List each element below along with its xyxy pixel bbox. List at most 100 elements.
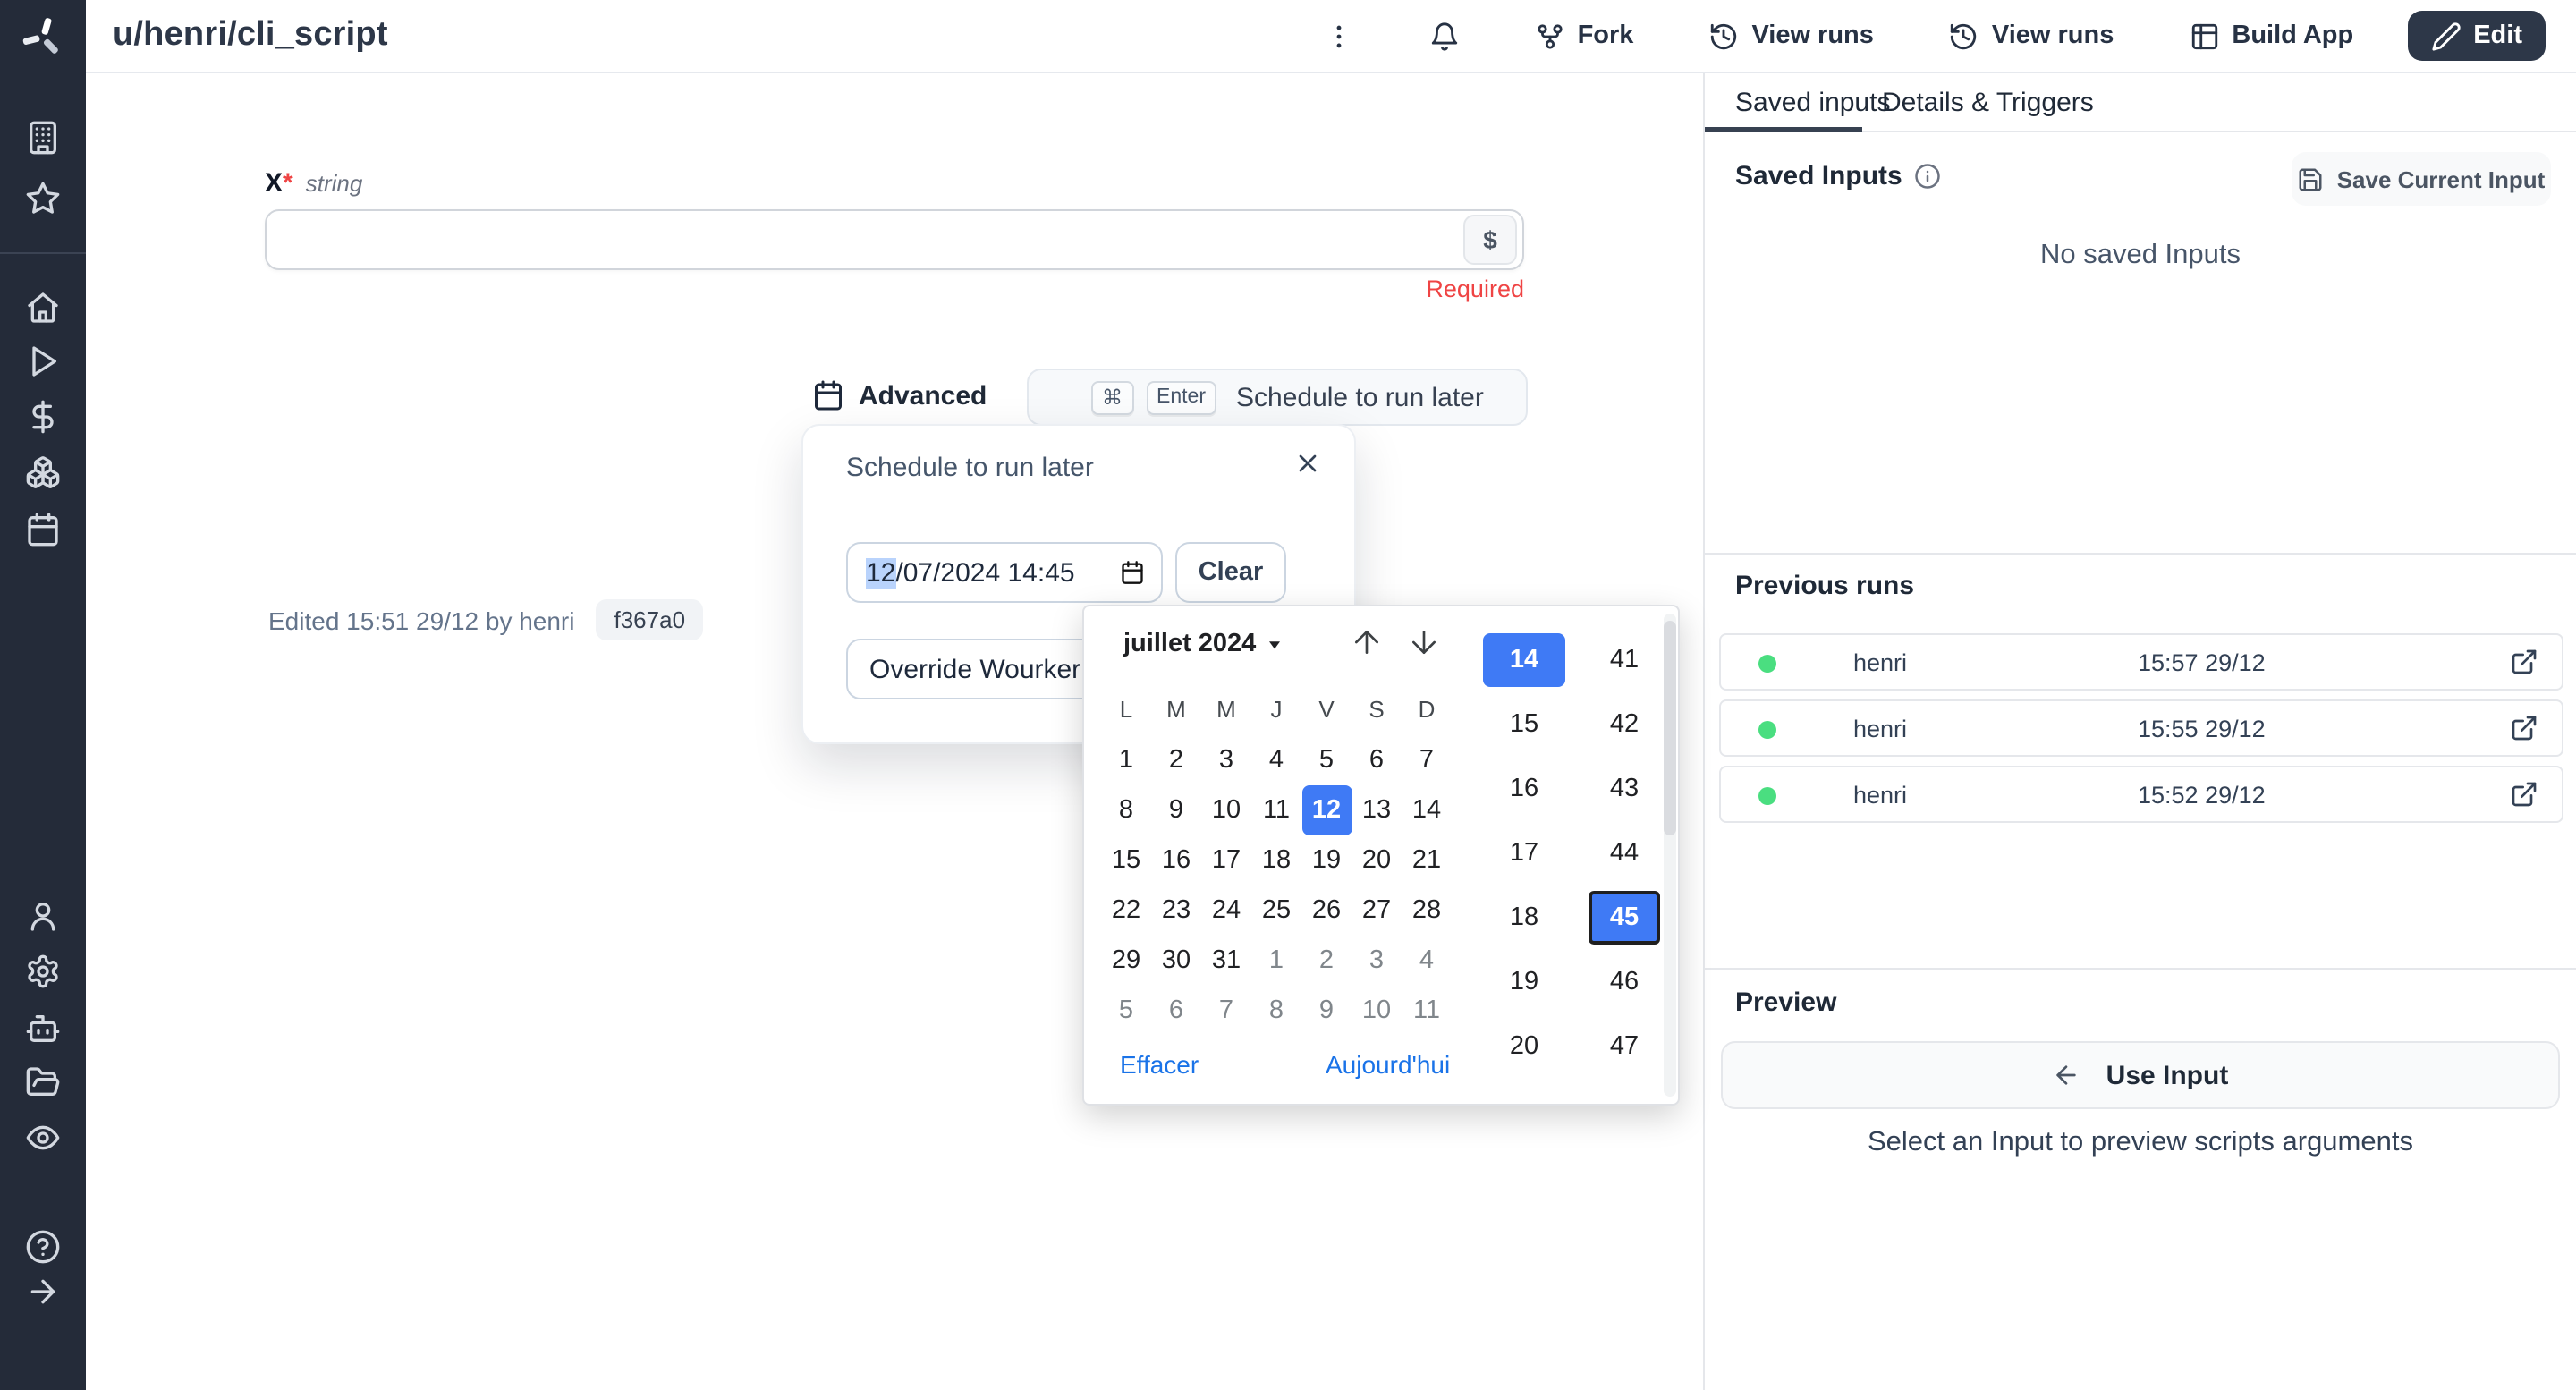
sidebar-dollar-icon[interactable]	[25, 399, 61, 435]
sidebar-settings-icon[interactable]	[25, 954, 61, 989]
calendar-day[interactable]: 1	[1268, 946, 1284, 975]
calendar-day[interactable]: 7	[1218, 996, 1234, 1025]
minute-option[interactable]: 44	[1609, 839, 1640, 868]
hour-option[interactable]: 19	[1509, 968, 1539, 996]
sidebar-user-icon[interactable]	[25, 898, 61, 934]
calendar-day[interactable]: 11	[1412, 996, 1441, 1025]
calendar-day[interactable]: 21	[1411, 846, 1442, 875]
calendar-day[interactable]: 5	[1318, 746, 1335, 775]
external-link-icon[interactable]	[2510, 648, 2538, 676]
script-hash-badge[interactable]: f367a0	[596, 599, 704, 640]
sidebar-arrow-right-icon[interactable]	[25, 1274, 61, 1309]
calendar-day[interactable]: 11	[1262, 796, 1291, 825]
calendar-picker-icon[interactable]	[1120, 560, 1145, 585]
calendar-day[interactable]: 30	[1161, 946, 1191, 975]
minute-option[interactable]: 46	[1609, 968, 1640, 996]
tab-saved-inputs[interactable]: Saved inputs	[1735, 88, 1891, 118]
calendar-day[interactable]: 3	[1218, 746, 1234, 775]
save-current-input-button[interactable]: Save Current Input	[2292, 152, 2551, 206]
previous-run-row[interactable]: henri 15:52 29/12	[1719, 766, 2563, 823]
advanced-toggle[interactable]: Advanced	[812, 379, 987, 411]
calendar-day[interactable]: 9	[1318, 996, 1335, 1025]
view-runs-button[interactable]: View runs	[1708, 21, 1874, 51]
hour-option[interactable]: 15	[1509, 710, 1539, 739]
more-vertical-button[interactable]	[1324, 21, 1354, 51]
calendar-day[interactable]: 5	[1118, 996, 1134, 1025]
sidebar-bot-icon[interactable]	[25, 1011, 61, 1047]
calendar-day[interactable]: 6	[1368, 746, 1385, 775]
view-runs-button[interactable]: View runs	[1949, 21, 2114, 51]
calendar-day[interactable]: 26	[1311, 896, 1342, 925]
datetime-input[interactable]: 12 /07/2024 14:45	[846, 542, 1163, 603]
calendar-day[interactable]: 17	[1211, 846, 1241, 875]
info-icon[interactable]	[1915, 163, 1942, 190]
calendar-day[interactable]: 16	[1161, 846, 1191, 875]
sidebar-play-icon[interactable]	[25, 343, 61, 379]
bell-button[interactable]	[1429, 21, 1460, 51]
use-input-button[interactable]: Use Input	[1721, 1041, 2560, 1109]
calendar-day[interactable]: 8	[1118, 796, 1134, 825]
calendar-day[interactable]: 27	[1361, 896, 1392, 925]
calendar-day[interactable]: 18	[1261, 846, 1292, 875]
calendar-day[interactable]: 31	[1211, 946, 1241, 975]
calendar-day[interactable]: 19	[1311, 846, 1342, 875]
external-link-icon[interactable]	[2510, 714, 2538, 742]
calendar-day[interactable]: 23	[1161, 896, 1191, 925]
hour-option[interactable]: 16	[1509, 775, 1539, 803]
calendar-day[interactable]: 14	[1411, 796, 1442, 825]
sidebar-star-icon[interactable]	[25, 181, 61, 216]
external-link-icon[interactable]	[2510, 780, 2538, 809]
sidebar-help-circle-icon[interactable]	[25, 1229, 61, 1265]
calendar-day[interactable]: 3	[1368, 946, 1385, 975]
calendar-day[interactable]: 24	[1211, 896, 1241, 925]
calendar-day[interactable]: 7	[1419, 746, 1435, 775]
fork-button[interactable]: Fork	[1535, 21, 1633, 51]
calendar-day[interactable]: 10	[1211, 796, 1241, 825]
calendar-day[interactable]: 22	[1111, 896, 1141, 925]
calendar-day[interactable]: 2	[1318, 946, 1335, 975]
calendar-day[interactable]: 13	[1361, 796, 1392, 825]
x-string-input[interactable]: $	[265, 209, 1524, 270]
edit-button[interactable]: Edit	[2407, 11, 2546, 61]
windmill-logo[interactable]	[0, 0, 86, 73]
sidebar-calendar-icon[interactable]	[25, 512, 61, 547]
previous-month-arrow-icon[interactable]	[1349, 624, 1385, 660]
clear-button[interactable]: Clear	[1175, 542, 1286, 603]
sidebar-boxes-icon[interactable]	[25, 454, 61, 490]
datetime-selected-segment[interactable]: 12	[866, 557, 896, 588]
hour-option[interactable]: 14	[1483, 633, 1565, 687]
tab-details-triggers[interactable]: Details & Triggers	[1882, 88, 2094, 118]
sidebar-eye-icon[interactable]	[25, 1120, 61, 1156]
calendar-day[interactable]: 29	[1111, 946, 1141, 975]
minute-option[interactable]: 41	[1609, 646, 1640, 674]
calendar-day[interactable]: 20	[1361, 846, 1392, 875]
variable-picker-button[interactable]: $	[1463, 215, 1517, 265]
build-app-button[interactable]: Build App	[2189, 21, 2353, 51]
schedule-to-run-later-button[interactable]: ⌘ Enter Schedule to run later	[1027, 369, 1528, 426]
picker-clear-link[interactable]: Effacer	[1120, 1050, 1199, 1079]
previous-run-row[interactable]: henri 15:55 29/12	[1719, 699, 2563, 757]
hour-option[interactable]: 20	[1509, 1032, 1539, 1061]
month-selector[interactable]: juillet 2024	[1123, 630, 1283, 658]
hour-option[interactable]: 18	[1509, 903, 1539, 932]
calendar-day[interactable]: 12	[1301, 785, 1352, 835]
calendar-day[interactable]: 2	[1168, 746, 1184, 775]
picker-scrollbar[interactable]	[1664, 614, 1676, 1097]
calendar-day[interactable]: 10	[1361, 996, 1392, 1025]
minute-option[interactable]: 42	[1609, 710, 1640, 739]
minute-option[interactable]: 47	[1609, 1032, 1640, 1061]
calendar-day[interactable]: 1	[1118, 746, 1134, 775]
calendar-day[interactable]: 15	[1111, 846, 1141, 875]
calendar-day[interactable]: 4	[1419, 946, 1435, 975]
calendar-day[interactable]: 9	[1168, 796, 1184, 825]
minute-option[interactable]: 45	[1589, 891, 1660, 945]
close-icon[interactable]	[1293, 449, 1322, 478]
minute-option[interactable]: 43	[1609, 775, 1640, 803]
next-month-arrow-icon[interactable]	[1406, 624, 1442, 660]
hour-option[interactable]: 17	[1509, 839, 1539, 868]
calendar-day[interactable]: 4	[1268, 746, 1284, 775]
sidebar-building-icon[interactable]	[25, 120, 61, 156]
calendar-day[interactable]: 28	[1411, 896, 1442, 925]
sidebar-folder-open-icon[interactable]	[25, 1064, 61, 1100]
sidebar-home-icon[interactable]	[25, 290, 61, 326]
